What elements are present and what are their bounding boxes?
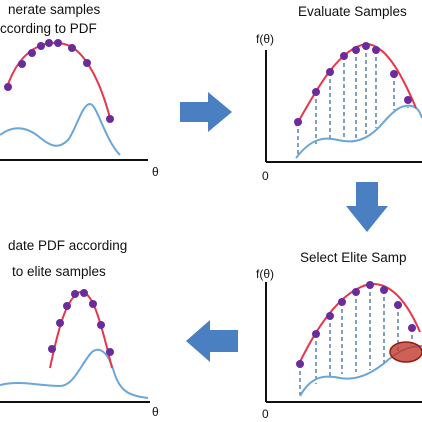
- panel-select-elite-samples: Select Elite Samp f(θ) 0: [256, 250, 422, 421]
- sample-point: [106, 115, 114, 123]
- pdf-curve: [0, 348, 149, 399]
- panel-title-line1: nerate samples: [8, 2, 101, 17]
- sample-points: [48, 289, 114, 356]
- sample-point: [106, 348, 114, 356]
- sample-point: [48, 345, 56, 353]
- sample-points: [296, 281, 416, 368]
- panel-title-line2: to elite samples: [12, 264, 106, 279]
- sample-point: [296, 360, 304, 368]
- sample-point: [352, 46, 360, 54]
- y-axis-label: f(θ): [256, 267, 274, 281]
- sample-point: [390, 70, 398, 78]
- sample-point: [68, 44, 76, 52]
- sample-point: [71, 290, 79, 298]
- x-axis-label: θ: [152, 405, 159, 419]
- panel-title-line2: ccording to PDF: [0, 21, 97, 36]
- sample-point: [352, 288, 360, 296]
- y-axis-label: f(θ): [256, 32, 274, 46]
- sample-point: [89, 300, 97, 308]
- pdf-curve: [295, 104, 422, 159]
- sample-point: [366, 281, 374, 289]
- x-axis-label: θ: [152, 165, 159, 179]
- panel-title-line1: date PDF according: [8, 238, 127, 253]
- sample-point: [80, 289, 88, 297]
- arrow-right-icon: [180, 92, 232, 132]
- sample-point: [380, 286, 388, 294]
- panel-title: Evaluate Samples: [298, 4, 407, 19]
- arrow-left-icon: [186, 320, 238, 362]
- panel-update-pdf: date PDF according to elite samples θ: [0, 238, 159, 419]
- sample-point: [45, 39, 53, 47]
- sample-point: [338, 298, 346, 306]
- sample-point: [372, 46, 380, 54]
- sample-point: [394, 301, 402, 309]
- sample-point: [4, 83, 12, 91]
- pdf-curve: [0, 102, 121, 156]
- sample-point: [326, 312, 334, 320]
- panel-generate-samples: nerate samples ccording to PDF θ: [0, 2, 159, 179]
- sample-point: [340, 52, 348, 60]
- sample-point: [83, 59, 91, 67]
- sample-point: [408, 324, 416, 332]
- origin-label: 0: [262, 407, 269, 421]
- sample-point: [362, 42, 370, 50]
- sample-points: [294, 42, 412, 126]
- sample-dashed-lines: [297, 46, 409, 155]
- sample-point: [54, 39, 62, 47]
- panel-evaluate-samples: Evaluate Samples f(θ) 0: [256, 4, 422, 183]
- sample-point: [97, 321, 105, 329]
- sample-point: [312, 330, 320, 338]
- elite-selection-ellipse: [389, 341, 422, 363]
- sample-dashed-lines: [299, 285, 413, 395]
- fitness-curve: [49, 290, 113, 369]
- origin-label: 0: [262, 169, 269, 183]
- sample-point: [28, 49, 36, 57]
- sample-point: [63, 302, 71, 310]
- arrow-down-icon: [346, 182, 388, 232]
- sample-point: [404, 96, 412, 104]
- sample-points: [4, 39, 114, 123]
- sample-point: [56, 319, 64, 327]
- panel-title: Select Elite Samp: [300, 250, 407, 265]
- sample-point: [326, 68, 334, 76]
- sample-point: [294, 118, 302, 126]
- sample-point: [312, 88, 320, 96]
- sample-point: [37, 42, 45, 50]
- sample-point: [18, 60, 26, 68]
